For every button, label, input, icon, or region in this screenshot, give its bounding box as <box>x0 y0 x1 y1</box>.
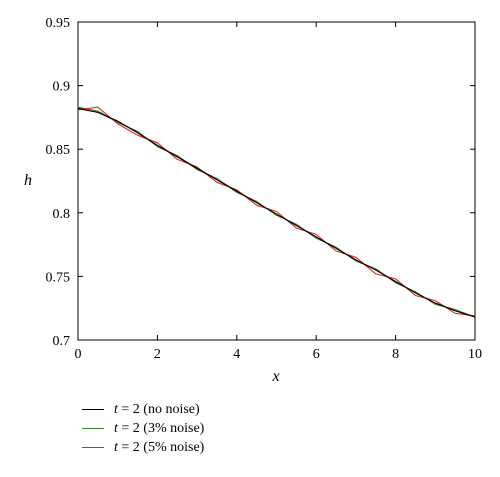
series-lines <box>77 106 476 318</box>
legend-var: t <box>114 421 118 436</box>
y-tick-label: 0.9 <box>53 80 71 95</box>
x-tick-label: 10 <box>468 347 482 362</box>
legend-label: t = 2 (5% noise) <box>114 438 204 457</box>
legend-entry: t = 2 (no noise) <box>82 400 302 419</box>
legend-desc: = 2 (3% noise) <box>117 421 205 436</box>
legend-entry: t = 2 (3% noise) <box>82 419 302 438</box>
y-tick-label: 0.7 <box>53 334 71 349</box>
legend-desc: = 2 (no noise) <box>117 402 200 417</box>
x-axis-label: x <box>271 368 279 385</box>
x-tick-label: 6 <box>313 347 320 362</box>
legend-desc: = 2 (5% noise) <box>117 440 205 455</box>
series-line-no-noise <box>77 107 476 318</box>
legend-swatch-no-noise <box>82 409 104 410</box>
plot-frame <box>77 21 476 341</box>
series-line-5pct-noise <box>77 106 476 317</box>
axis-ticks <box>77 21 476 341</box>
legend: t = 2 (no noise) t = 2 (3% noise) t = 2 … <box>82 400 302 457</box>
legend-var: t <box>114 402 118 417</box>
x-tick-label: 4 <box>233 347 240 362</box>
legend-label: t = 2 (3% noise) <box>114 419 204 438</box>
y-tick-label: 0.85 <box>46 143 71 158</box>
legend-label: t = 2 (no noise) <box>114 400 200 419</box>
y-tick-label: 0.8 <box>53 207 71 222</box>
y-tick-label: 0.75 <box>46 270 71 285</box>
legend-swatch-5pct-noise <box>82 447 104 448</box>
tick-labels: 0 2 4 6 8 10 0.7 0.75 0.8 0.85 0.9 0.95 <box>46 16 483 362</box>
y-axis-label: h <box>24 172 32 189</box>
legend-var: t <box>114 440 118 455</box>
x-tick-label: 2 <box>154 347 161 362</box>
legend-swatch-3pct-noise <box>82 428 104 429</box>
legend-entry: t = 2 (5% noise) <box>82 438 302 457</box>
x-tick-label: 0 <box>75 347 82 362</box>
y-tick-label: 0.95 <box>46 16 71 31</box>
x-tick-label: 8 <box>392 347 399 362</box>
